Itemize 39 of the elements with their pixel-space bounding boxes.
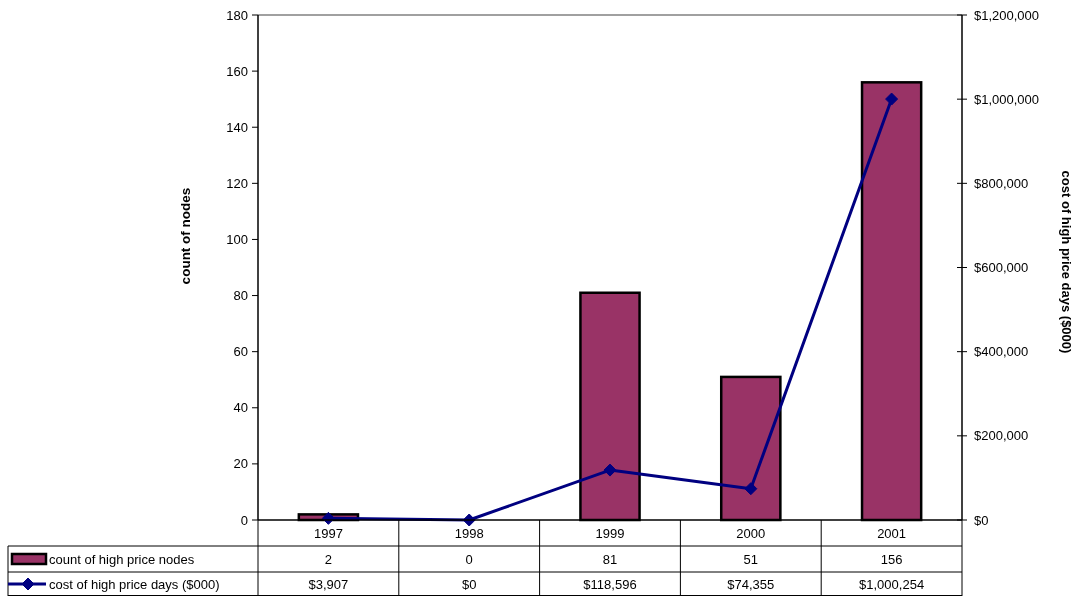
y-tick-label: 140 [226,119,248,135]
y-tick-label: 120 [226,175,248,191]
y-axis-title: count of nodes [178,187,193,285]
y2-tick-label: $0 [974,512,989,528]
x-tick-label: 2001 [877,525,907,541]
data-label: 51 [743,551,759,567]
data-label: $74,355 [727,576,775,592]
y2-tick-label: $200,000 [974,428,1029,444]
data-label: 81 [602,551,618,567]
y-tick-label: 40 [233,400,248,416]
data-label: 2 [324,551,333,567]
y-tick-label: 160 [226,63,248,79]
y-tick-label: 100 [226,231,248,247]
y2-tick-label: $1,000,000 [974,91,1040,107]
y2-axis-title: cost of high price days ($000) [1059,170,1074,354]
y-tick-label: 0 [240,512,248,528]
data-label: $118,596 [583,576,637,592]
x-tick-label: 2000 [736,525,766,541]
legend-label: cost of high price days ($000) [49,576,220,592]
data-label: $0 [461,576,477,592]
y-tick-label: 180 [226,7,248,23]
y2-tick-label: $400,000 [974,344,1029,360]
y-tick-label: 60 [233,344,248,360]
data-label: 156 [880,551,903,567]
y-tick-label: 80 [233,288,248,304]
data-label: $3,907 [308,576,349,592]
point [744,482,758,496]
x-tick-label: 1999 [595,525,625,541]
x-tick-label: 1998 [454,525,484,541]
legend-label: count of high price nodes [49,551,195,567]
data-label: 0 [465,551,473,567]
y2-tick-label: $800,000 [974,175,1029,191]
point [603,463,617,477]
y2-tick-label: $600,000 [974,260,1029,276]
y-tick-label: 20 [233,456,248,472]
y2-tick-label: $1,200,000 [974,7,1040,23]
data-label: $1,000,254 [859,576,925,592]
point [885,92,899,106]
x-tick-label: 1997 [313,525,343,541]
